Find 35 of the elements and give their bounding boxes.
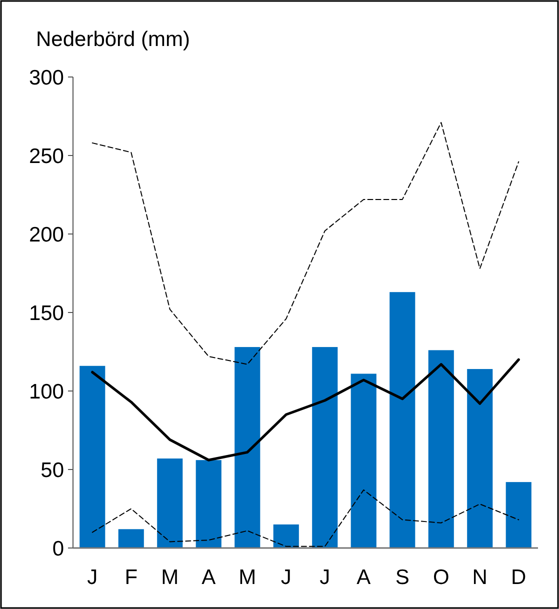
x-tick-label: M	[161, 566, 179, 589]
y-tick-label: 0	[52, 537, 64, 560]
y-tick-label: 50	[40, 458, 64, 482]
bar	[118, 529, 144, 548]
x-tick-label: M	[238, 566, 256, 589]
x-tick-label: J	[320, 566, 330, 589]
x-tick-label: O	[432, 566, 450, 589]
bar	[390, 292, 416, 548]
x-tick-label: A	[202, 566, 216, 589]
bar	[428, 350, 454, 548]
y-tick-label: 100	[28, 380, 64, 404]
x-tick-label: F	[124, 566, 138, 589]
line-series	[92, 489, 520, 547]
x-tick-label: J	[280, 566, 292, 589]
line-series	[92, 122, 520, 365]
bar	[506, 482, 532, 548]
bar	[157, 458, 183, 548]
x-tick-label: N	[472, 566, 488, 589]
bar	[196, 460, 222, 548]
x-tick-label: J	[87, 566, 98, 589]
y-tick-label: 150	[28, 302, 64, 325]
x-tick-label: S	[395, 566, 410, 589]
bar	[234, 347, 260, 548]
bar	[350, 374, 376, 548]
bar	[273, 524, 299, 548]
y-axis-title: Nederbörd (mm)	[36, 28, 190, 51]
y-tick-label: 250	[28, 144, 64, 168]
y-tick-label: 300	[28, 66, 64, 90]
bar	[80, 366, 106, 548]
bar	[467, 369, 493, 548]
y-tick-label: 200	[28, 223, 64, 246]
x-tick-label: A	[356, 566, 371, 589]
bar	[312, 347, 338, 548]
x-tick-label: D	[511, 566, 526, 589]
line-series	[91, 358, 520, 462]
